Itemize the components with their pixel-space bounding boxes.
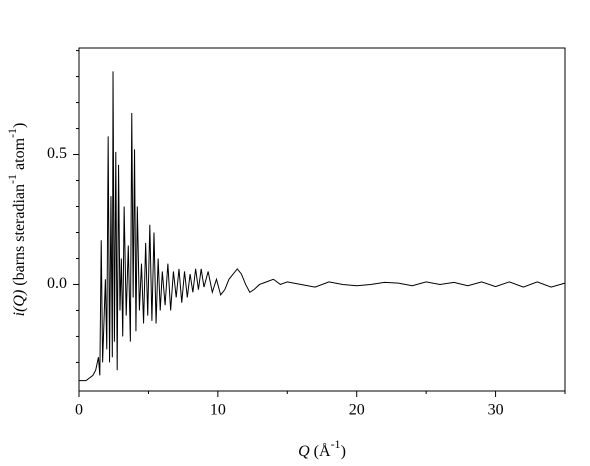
- plot-frame: [78, 47, 566, 392]
- x-tick-label: 0: [75, 402, 83, 419]
- x-tick-label: 10: [210, 402, 226, 419]
- y-axis-label-part: (barns steradian: [11, 184, 28, 290]
- x-axis-label-part: Q: [298, 443, 310, 460]
- y-axis-label-part: -1: [5, 174, 19, 184]
- x-axis-label-part: ): [341, 443, 346, 460]
- y-axis-label: i(Q) (barns steradian-1 atom-1): [5, 123, 28, 317]
- x-axis-label-part: (Å: [310, 442, 331, 460]
- y-tick-label: 0.5: [47, 145, 67, 162]
- x-tick-label: 20: [349, 402, 365, 419]
- y-axis-label-part: atom: [11, 137, 28, 174]
- y-axis-label-part: ): [11, 123, 28, 128]
- y-axis-label-part: -1: [5, 128, 19, 138]
- x-axis-label: Q (Å-1): [298, 437, 346, 460]
- y-tick-label: 0.0: [47, 275, 67, 292]
- data-line: [79, 71, 566, 382]
- y-axis-label-part: i(Q): [11, 290, 28, 317]
- x-tick-label: 30: [488, 402, 504, 419]
- x-axis-label-part: -1: [331, 437, 341, 451]
